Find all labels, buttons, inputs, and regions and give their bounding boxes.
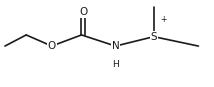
Text: +: + bbox=[160, 15, 166, 24]
Text: N: N bbox=[112, 41, 119, 51]
Text: H: H bbox=[112, 60, 119, 69]
Text: O: O bbox=[48, 41, 56, 51]
Text: S: S bbox=[150, 32, 157, 42]
Text: O: O bbox=[79, 7, 87, 17]
